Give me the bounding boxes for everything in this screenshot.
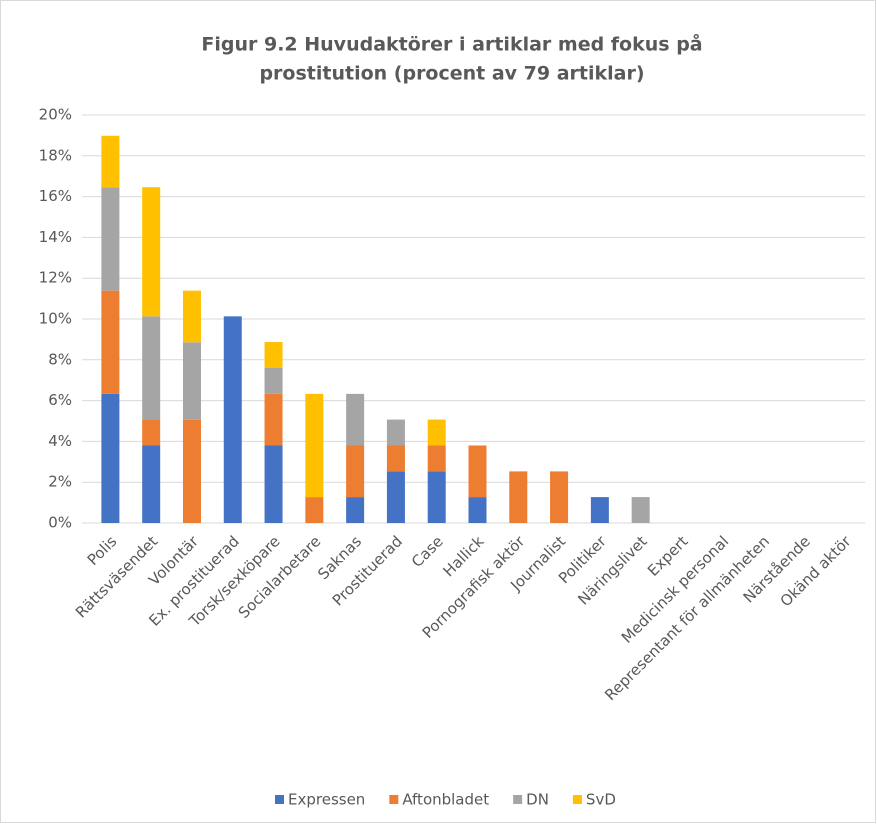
legend-swatch xyxy=(389,795,399,804)
chart-title: Figur 9.2 Huvudaktörer i artiklar med fo… xyxy=(201,32,702,56)
legend-swatch xyxy=(572,795,582,804)
bar-segment xyxy=(590,497,609,523)
bar-segment xyxy=(468,497,487,523)
bar-segment xyxy=(305,497,324,523)
bar-segment xyxy=(101,393,120,523)
bar-segment xyxy=(386,471,405,523)
y-tick-label: 8% xyxy=(48,350,72,368)
bar-segment xyxy=(509,471,528,523)
bar-segment xyxy=(264,393,283,446)
legend-label: Aftonbladet xyxy=(402,791,489,809)
bar-segment xyxy=(182,290,201,343)
y-tick-label: 14% xyxy=(39,228,72,246)
y-tick-label: 20% xyxy=(39,106,72,124)
y-tick-label: 12% xyxy=(39,269,72,287)
legend-swatch xyxy=(275,795,284,804)
bar-segment xyxy=(550,471,569,523)
legend-swatch xyxy=(513,795,523,804)
legend-label: SvD xyxy=(586,791,616,809)
bar-segment xyxy=(427,419,446,446)
bar-segment xyxy=(142,419,161,446)
bar-segment xyxy=(427,471,446,523)
bar-segment xyxy=(468,445,487,498)
legend-label: Expressen xyxy=(288,791,365,809)
y-tick-label: 10% xyxy=(39,310,72,328)
chart-title: prostitution (procent av 79 artiklar) xyxy=(259,63,644,85)
legend-label: DN xyxy=(526,791,549,809)
bar-segment xyxy=(386,419,405,446)
bar-segment xyxy=(631,497,650,523)
bar-segment xyxy=(305,393,324,498)
bar-segment xyxy=(142,316,161,420)
bar-segment xyxy=(264,342,283,368)
bar-segment xyxy=(427,445,446,472)
bar-segment xyxy=(346,497,365,523)
y-tick-label: 2% xyxy=(48,473,72,491)
bar-segment xyxy=(346,393,365,446)
y-tick-label: 0% xyxy=(48,514,72,532)
bar-segment xyxy=(101,290,120,394)
bar-segment xyxy=(101,187,120,291)
bar-segment xyxy=(264,445,283,523)
y-tick-label: 18% xyxy=(39,146,72,164)
bar-segment xyxy=(386,445,405,472)
y-tick-label: 6% xyxy=(48,391,72,409)
bar-segment xyxy=(142,187,161,317)
bar-segment xyxy=(101,135,120,188)
bar-segment xyxy=(346,445,365,498)
y-tick-label: 16% xyxy=(39,187,72,205)
bar-segment xyxy=(142,445,161,523)
y-tick-label: 4% xyxy=(48,432,72,450)
bar-segment xyxy=(182,419,201,523)
bar-segment xyxy=(223,316,242,523)
bar-segment xyxy=(182,342,201,420)
bar-segment xyxy=(264,367,283,394)
